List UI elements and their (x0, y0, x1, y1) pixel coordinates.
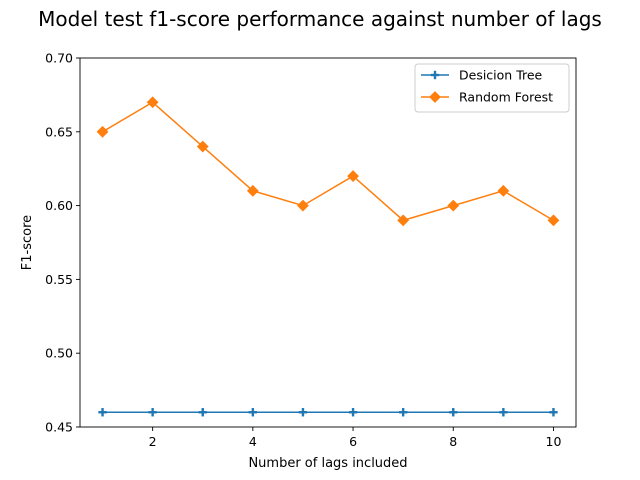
y-tick-label: 0.50 (45, 346, 73, 361)
axis-ticks: 0.45 0.50 0.55 0.60 0.65 0.70 2 4 6 8 10 (45, 51, 561, 450)
data-point-random-forest (547, 214, 560, 227)
y-axis-label: F1-score (20, 215, 35, 270)
x-tick-label: 10 (546, 434, 562, 449)
legend-point-random-forest (429, 91, 441, 103)
chart-title: Model test f1-score performance against … (38, 7, 602, 31)
x-tick-label: 6 (349, 434, 357, 449)
data-point-desicion-tree (298, 408, 308, 417)
legend-box (414, 63, 570, 113)
data-point-desicion-tree (549, 408, 558, 417)
data-point-desicion-tree (98, 408, 107, 417)
data-point-random-forest (196, 140, 209, 153)
data-point-random-forest (146, 96, 159, 109)
data-point-random-forest (497, 184, 510, 197)
legend-marker-desicion-tree (430, 70, 440, 80)
x-axis-label: Number of lags included (248, 456, 407, 471)
series-layer (96, 96, 560, 417)
data-point-random-forest (246, 184, 259, 197)
data-point-random-forest (297, 199, 309, 212)
y-tick-label: 0.45 (45, 420, 73, 435)
y-tick-label: 0.70 (45, 51, 73, 66)
x-tick-label: 8 (449, 434, 457, 449)
plot-frame (79, 57, 577, 428)
legend-label-random-forest: Random Forest (459, 90, 553, 105)
data-point-desicion-tree (449, 408, 458, 417)
data-point-desicion-tree (248, 408, 258, 417)
data-point-random-forest (96, 125, 109, 138)
legend-point-desicion-tree (430, 70, 440, 80)
data-point-desicion-tree (148, 408, 157, 417)
data-point-desicion-tree (499, 408, 508, 417)
legend-label-desicion-tree: Desicion Tree (459, 68, 543, 83)
y-tick-label: 0.65 (45, 124, 73, 139)
x-tick-label: 2 (149, 434, 157, 449)
legend-marker-random-forest (429, 91, 441, 103)
y-tick-label: 0.60 (45, 198, 73, 213)
legend: Desicion Tree Random Forest (414, 63, 570, 113)
data-point-random-forest (397, 214, 410, 227)
x-tick-label: 4 (249, 434, 257, 449)
series-line-random-forest (102, 101, 554, 222)
data-point-desicion-tree (398, 408, 408, 417)
data-point-random-forest (347, 170, 359, 182)
data-point-random-forest (447, 199, 460, 212)
y-tick-label: 0.55 (45, 272, 73, 287)
data-point-desicion-tree (198, 408, 207, 417)
data-point-desicion-tree (348, 408, 358, 417)
